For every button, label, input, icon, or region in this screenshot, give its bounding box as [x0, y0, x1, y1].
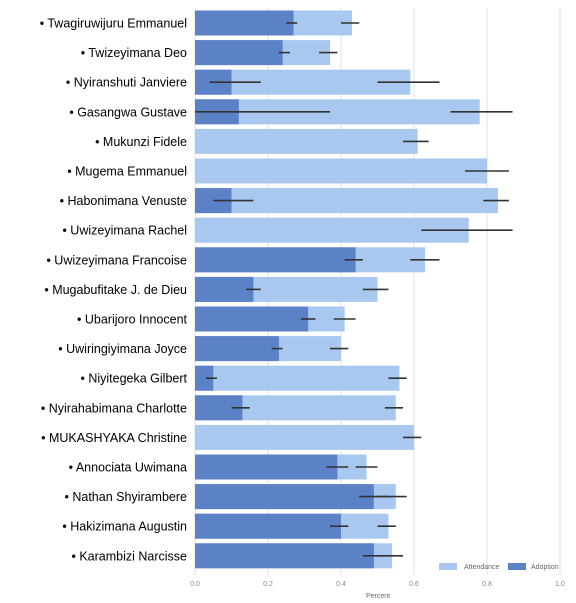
- legend: Attendance Adoption: [439, 563, 559, 571]
- adoption-bar: [195, 40, 283, 66]
- category-label: • Gasangwa Gustave: [69, 105, 187, 119]
- category-label: • Nyirahabimana Charlotte: [41, 401, 187, 415]
- adoption-bar: [195, 247, 356, 273]
- category-label: • Uwizeyimana Francoise: [46, 253, 187, 267]
- x-tick-label: 0.4: [336, 581, 346, 588]
- x-tick-label: 0.2: [263, 581, 273, 588]
- adoption-bar: [195, 543, 374, 569]
- x-tick-labels: 0.0 0.2 0.4 0.6 0.8 1.0: [190, 581, 565, 588]
- attendance-bar: [195, 424, 414, 450]
- legend-label-adoption: Adoption: [531, 564, 559, 571]
- bars: [195, 10, 498, 569]
- x-axis-label: Percent: [366, 593, 390, 600]
- x-tick-label: 0.6: [409, 581, 419, 588]
- category-label: • Twizeyimana Deo: [81, 46, 187, 60]
- adoption-bar: [195, 276, 254, 302]
- error-bars: [195, 22, 513, 557]
- legend-swatch-attendance: [439, 563, 457, 570]
- adoption-bar: [195, 513, 341, 539]
- category-label: • Hakizimana Augustin: [62, 520, 187, 534]
- category-label: • Habonimana Venuste: [60, 194, 187, 208]
- category-label: • Uwiringiyimana Joyce: [58, 342, 187, 356]
- category-label: • Mukunzi Fidele: [95, 135, 187, 149]
- category-label: • Mugema Emmanuel: [67, 165, 187, 179]
- category-label: • Niyitegeka Gilbert: [80, 372, 187, 386]
- category-labels: • Twagiruwijuru Emmanuel • Twizeyimana De…: [40, 17, 188, 564]
- category-label: • Mugabufitake J. de Dieu: [44, 283, 187, 297]
- category-label: • Uwizeyimana Rachel: [62, 224, 187, 238]
- category-label: • Annociata Uwimana: [69, 461, 187, 475]
- attendance-bar: [195, 128, 418, 154]
- category-label: • Nyiranshuti Janviere: [66, 76, 187, 90]
- category-label: • Twagiruwijuru Emmanuel: [40, 17, 187, 31]
- adoption-bar: [195, 306, 309, 332]
- adoption-bar: [195, 336, 279, 362]
- attendance-bar: [195, 365, 400, 391]
- legend-swatch-adoption: [508, 563, 526, 570]
- x-tick-label: 1.0: [555, 581, 565, 588]
- adoption-bar: [195, 365, 214, 391]
- category-label: • Nathan Shyirambere: [65, 490, 188, 504]
- category-label: • Karambizi Narcisse: [71, 549, 187, 563]
- category-label: • Ubarijoro Innocent: [77, 313, 188, 327]
- adoption-bar: [195, 484, 374, 510]
- attendance-bar: [195, 158, 487, 184]
- x-tick-label: 0.0: [190, 581, 200, 588]
- category-label: • MUKASHYAKA Christine: [41, 431, 187, 445]
- adoption-bar: [195, 454, 338, 480]
- x-tick-label: 0.8: [482, 581, 492, 588]
- adoption-bar: [195, 10, 294, 36]
- legend-label-attendance: Attendance: [464, 564, 500, 571]
